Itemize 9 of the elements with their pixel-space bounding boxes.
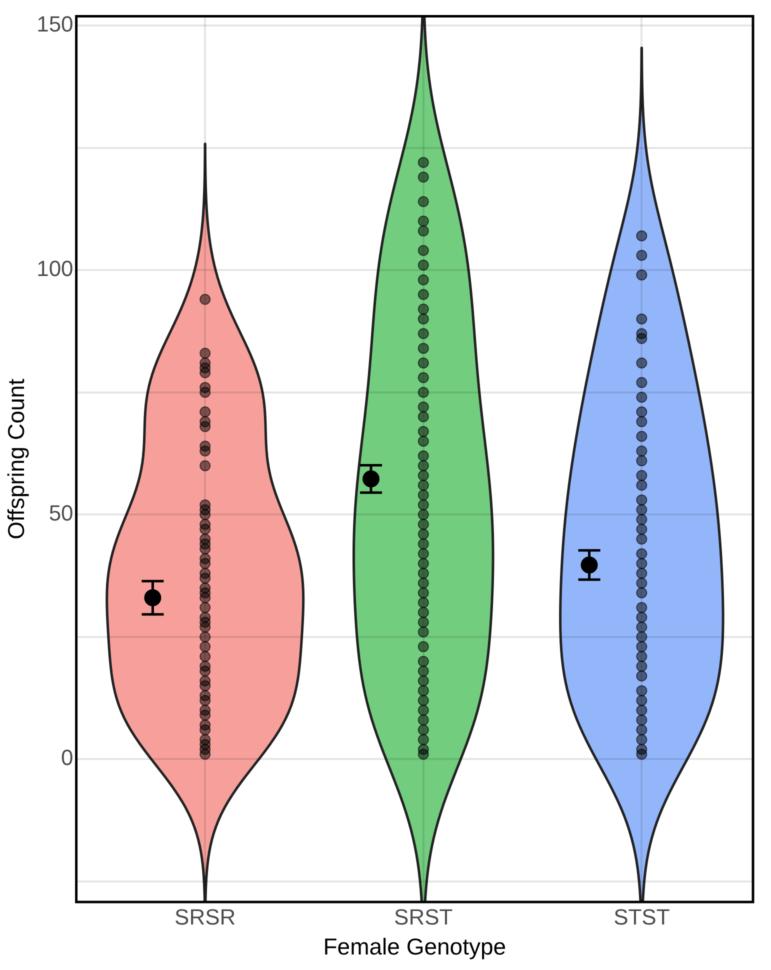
y-tick-label: 50 bbox=[48, 500, 74, 526]
x-tick-label: STST bbox=[614, 904, 670, 930]
y-axis-title: Offspring Count bbox=[3, 378, 30, 540]
y-tick-label: 0 bbox=[61, 745, 74, 770]
x-tick-label: SRST bbox=[394, 904, 453, 930]
y-tick-label: 100 bbox=[36, 256, 74, 282]
y-tick-label: 150 bbox=[36, 12, 74, 37]
x-axis-title: Female Genotype bbox=[323, 934, 506, 960]
x-tick-label: SRSR bbox=[174, 904, 236, 930]
